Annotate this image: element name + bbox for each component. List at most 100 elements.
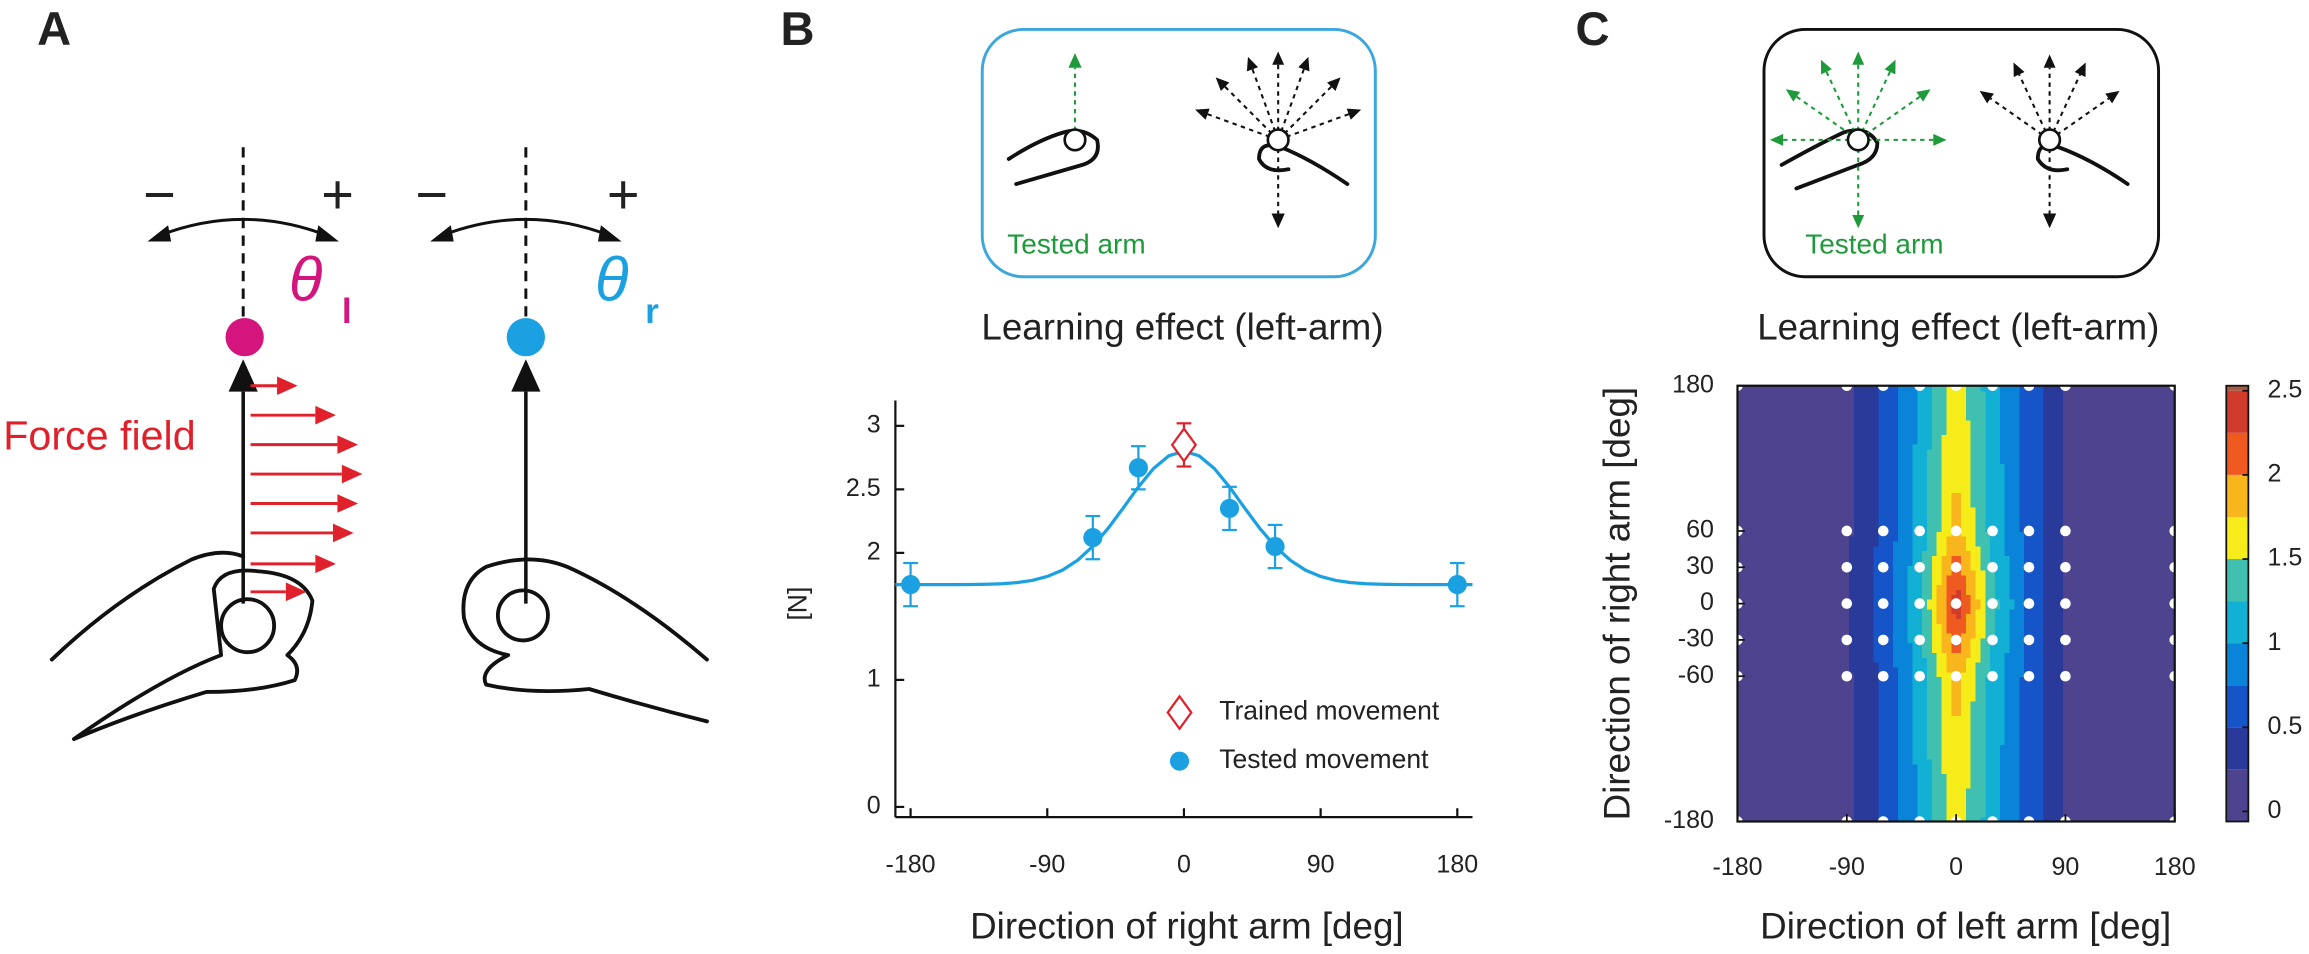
contour-cell (1912, 777, 1919, 784)
contour-cell (1786, 739, 1792, 745)
contour-cell (1795, 734, 1802, 741)
contour-cell (1994, 511, 2001, 518)
contour-cell (1960, 700, 1967, 707)
contour-cell (1951, 448, 1958, 455)
contour-cell (1926, 661, 1933, 668)
contour-cell (1990, 613, 1996, 620)
contour-cell (1922, 492, 1928, 498)
contour-cell (1946, 511, 1953, 518)
contour-cell (1883, 448, 1889, 455)
contour-cell (1912, 739, 1919, 745)
contour-cell (1766, 787, 1773, 794)
contour-cell (1756, 695, 1763, 702)
contour-cell (1786, 719, 1792, 726)
contour-cell (1829, 511, 1836, 518)
contour-cell (1805, 753, 1812, 760)
theta-subscript: r (645, 292, 659, 331)
contour-cell (1849, 540, 1855, 547)
contour-cell (1888, 802, 1894, 808)
contour-cell (1883, 506, 1889, 513)
contour-cell (1742, 632, 1749, 639)
contour-cell (1752, 661, 1758, 668)
contour-cell (1970, 690, 1977, 697)
contour-cell (1902, 438, 1909, 445)
contour-cell (1771, 414, 1778, 421)
contour-cell (1756, 753, 1763, 760)
contour-cell (1786, 540, 1792, 547)
contour-cell (1786, 627, 1792, 634)
contour-cell (1854, 516, 1860, 523)
contour-cell (1781, 458, 1787, 465)
contour-cell (1873, 647, 1880, 653)
contour-cell (1776, 419, 1783, 426)
contour-cell (1985, 777, 1992, 784)
contour-cell (1766, 434, 1773, 440)
contour-cell (1888, 608, 1894, 615)
contour-cell (1805, 516, 1812, 523)
contour-cell (1878, 811, 1885, 818)
contour-cell (1883, 763, 1889, 770)
contour-cell (1897, 753, 1904, 760)
contour-cell (1858, 792, 1865, 799)
contour-cell (1907, 603, 1914, 610)
contour-cell (1975, 526, 1982, 532)
contour-cell (1960, 627, 1967, 634)
contour-cell (1766, 574, 1773, 581)
contour-cell (1888, 744, 1894, 750)
contour-cell (1747, 560, 1753, 566)
contour-cell (1897, 802, 1904, 808)
contour-cell (1931, 652, 1938, 658)
contour-cell (1960, 492, 1967, 498)
contour-cell (1926, 637, 1933, 644)
contour-cell (1756, 424, 1763, 431)
contour-cell (1965, 511, 1972, 518)
contour-cell (1897, 511, 1904, 518)
contour-cell (1761, 395, 1768, 402)
contour-cell (1941, 724, 1948, 731)
contour-cell (1854, 652, 1860, 658)
contour-cell (1839, 550, 1846, 557)
contour-cell (1868, 627, 1875, 634)
contour-cell (1747, 714, 1753, 721)
contour-cell (1863, 535, 1870, 542)
contour-cell (1742, 811, 1749, 818)
contour-cell (1849, 579, 1855, 586)
contour-cell (1868, 598, 1875, 605)
contour-cell (1878, 419, 1885, 426)
contour-cell (1863, 666, 1870, 673)
contour-cell (1965, 652, 1972, 658)
contour-cell (1956, 477, 1962, 484)
contour-cell (1849, 598, 1855, 605)
contour-cell (1810, 574, 1817, 581)
contour-cell (1873, 613, 1880, 620)
contour-cell (1742, 734, 1749, 741)
inset-handle (1063, 128, 1087, 152)
contour-cell (1800, 564, 1807, 571)
contour-cell (1878, 773, 1885, 779)
contour-cell (1990, 773, 1996, 779)
contour-cell (1771, 758, 1778, 765)
contour-cell (1941, 443, 1948, 450)
contour-cell (1776, 681, 1783, 687)
contour-cell (1863, 540, 1870, 547)
contour-cell (1737, 545, 1744, 552)
contour-cell (1965, 719, 1972, 726)
contour-cell (1815, 613, 1821, 620)
contour-cell (1829, 448, 1836, 455)
contour-cell (1839, 409, 1846, 416)
contour-cell (1844, 574, 1851, 581)
contour-cell (1742, 681, 1749, 687)
contour-cell (1742, 618, 1749, 624)
contour-cell (1946, 806, 1953, 813)
contour-cell (1742, 555, 1749, 561)
contour-cell (1766, 487, 1773, 494)
contour-cell (1771, 438, 1778, 445)
contour-cell (1776, 511, 1783, 518)
contour-cell (1776, 613, 1783, 620)
contour-cell (1917, 516, 1923, 523)
contour-cell (1878, 782, 1885, 789)
contour-cell (1922, 618, 1928, 624)
contour-cell (1975, 613, 1982, 620)
contour-cell (1990, 700, 1996, 707)
contour-cell (1873, 511, 1880, 518)
